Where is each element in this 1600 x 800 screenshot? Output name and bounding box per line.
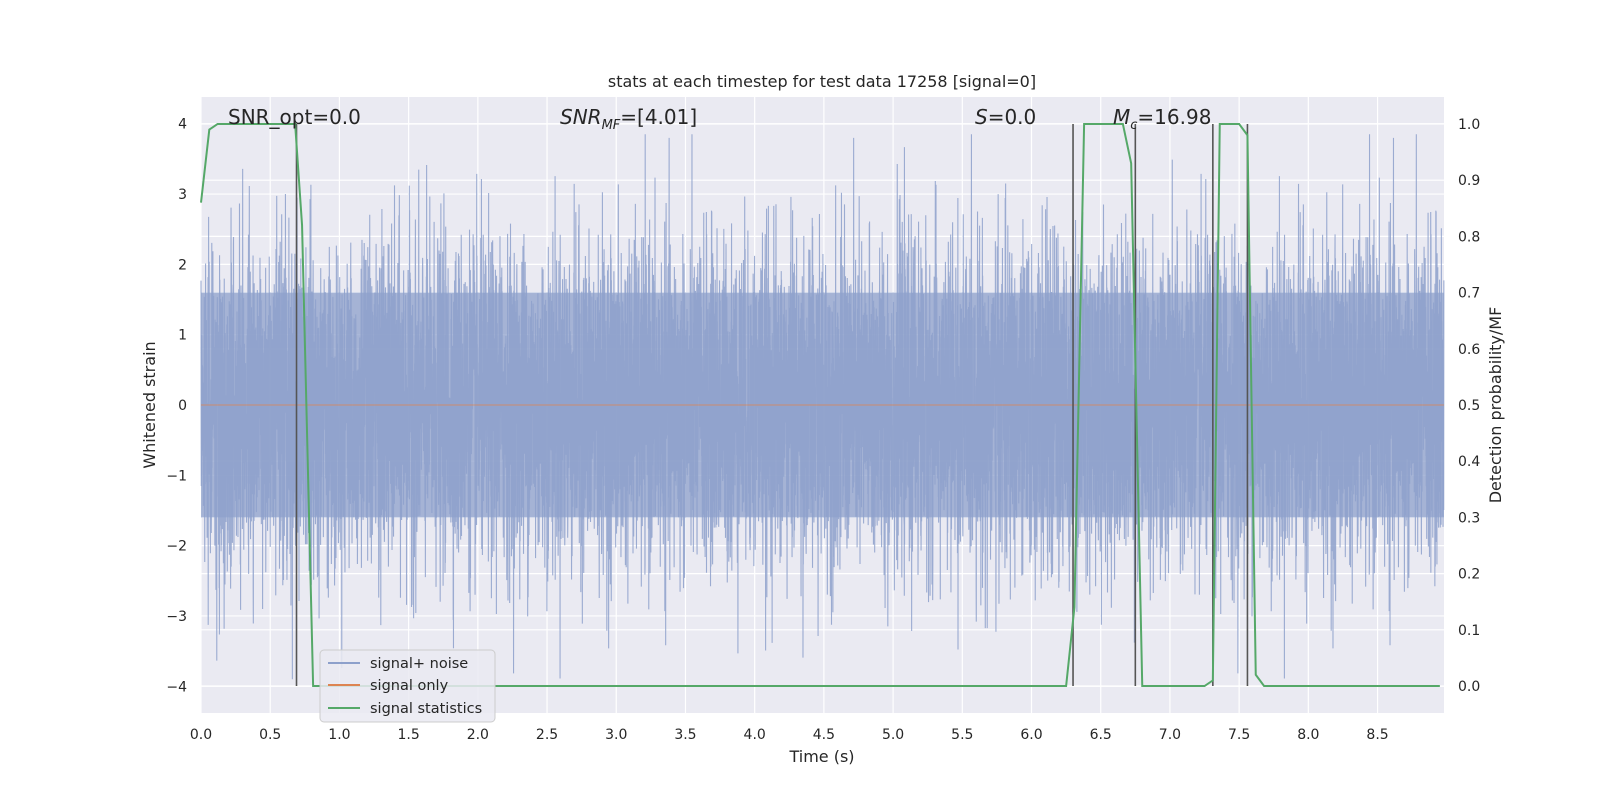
x-tick-label: 4.5	[813, 727, 835, 743]
chart-title: stats at each timestep for test data 172…	[608, 72, 1036, 91]
annotation-snr-mf: SNRMF=[4.01]	[560, 105, 697, 133]
x-tick-label: 8.0	[1297, 727, 1319, 743]
legend-label-signal-only: signal only	[370, 678, 449, 694]
x-axis-label: Time (s)	[788, 747, 854, 766]
y-left-tick-label: 3	[178, 187, 187, 203]
legend: signal+ noise signal only signal statist…	[319, 649, 496, 723]
legend-label-signal-statistics: signal statistics	[370, 701, 482, 717]
y-left-tick-label: 0	[178, 398, 187, 414]
annotation-s: S=0.0	[975, 105, 1036, 129]
x-tick-label: 5.5	[951, 727, 973, 743]
y-left-tick-label: 4	[178, 117, 187, 133]
legend-label-signal-noise: signal+ noise	[370, 656, 468, 672]
s-rest: =0.0	[988, 105, 1037, 129]
snr-mf-main: SNR	[560, 105, 602, 129]
y-right-tick-label: 0.7	[1458, 286, 1480, 302]
y-right-tick-label: 0.6	[1458, 342, 1480, 358]
annotation-snr-opt: SNR_opt=0.0	[228, 105, 361, 129]
y-left-axis-label: Whitened strain	[140, 341, 159, 468]
y-right-tick-label: 0.5	[1458, 398, 1480, 414]
mc-rest: =16.98	[1137, 105, 1211, 129]
mc-sub: c	[1130, 118, 1137, 133]
x-tick-label: 7.5	[1228, 727, 1250, 743]
y-right-tick-label: 0.3	[1458, 510, 1480, 526]
x-tick-label: 5.0	[882, 727, 904, 743]
vertical-marker-lines	[295, 123, 1249, 687]
y-left-tick-label: −4	[166, 679, 187, 695]
y-left-tick-label: −1	[166, 468, 187, 484]
y-right-tick-label: 0.0	[1458, 679, 1480, 695]
x-tick-label: 1.5	[397, 727, 419, 743]
y-left-tick-label: −3	[166, 609, 187, 625]
legend-box	[319, 649, 496, 723]
y-left-tick-label: −2	[166, 539, 187, 555]
x-tick-labels: 0.0 0.5 1.0 1.5 2.0 2.5 3.0 3.5 4.0 4.5 5.0 5.5 6.0 6…	[190, 727, 1389, 743]
y-left-tick-labels: −4 −3 −2 −1 0 1 2 3 4	[166, 117, 187, 696]
y-right-tick-label: 0.8	[1458, 229, 1480, 245]
y-right-axis-label: Detection probability/MF	[1486, 307, 1505, 504]
y-right-tick-label: 0.9	[1458, 173, 1480, 189]
x-tick-label: 1.0	[328, 727, 350, 743]
snr-mf-rest: =[4.01]	[620, 105, 697, 129]
x-tick-label: 6.5	[1090, 727, 1112, 743]
mc-main: M	[1113, 105, 1130, 129]
y-left-tick-label: 2	[178, 257, 187, 273]
y-right-tick-label: 0.4	[1458, 454, 1480, 470]
x-tick-label: 7.0	[1159, 727, 1181, 743]
annotation-mc: Mc=16.98	[1113, 105, 1211, 133]
x-tick-label: 0.0	[190, 727, 212, 743]
signal-statistics-line	[200, 122, 1440, 688]
x-tick-label: 2.5	[536, 727, 558, 743]
y-left-tick-label: 1	[178, 328, 187, 344]
x-tick-label: 8.5	[1366, 727, 1388, 743]
x-tick-label: 2.0	[467, 727, 489, 743]
x-tick-label: 4.0	[744, 727, 766, 743]
y-right-tick-labels: 0.0 0.1 0.2 0.3 0.4 0.5 0.6 0.7 0.8 0.9 1.0	[1458, 117, 1480, 695]
signal-statistics-series	[200, 122, 1440, 688]
y-right-tick-label: 1.0	[1458, 117, 1480, 133]
x-tick-label: 3.0	[605, 727, 627, 743]
x-tick-label: 0.5	[259, 727, 281, 743]
y-right-tick-label: 0.2	[1458, 567, 1480, 583]
y-right-tick-label: 0.1	[1458, 623, 1480, 639]
s-main: S	[975, 105, 988, 129]
x-tick-label: 3.5	[674, 727, 696, 743]
x-tick-label: 6.0	[1020, 727, 1042, 743]
snr-mf-sub: MF	[602, 118, 621, 133]
